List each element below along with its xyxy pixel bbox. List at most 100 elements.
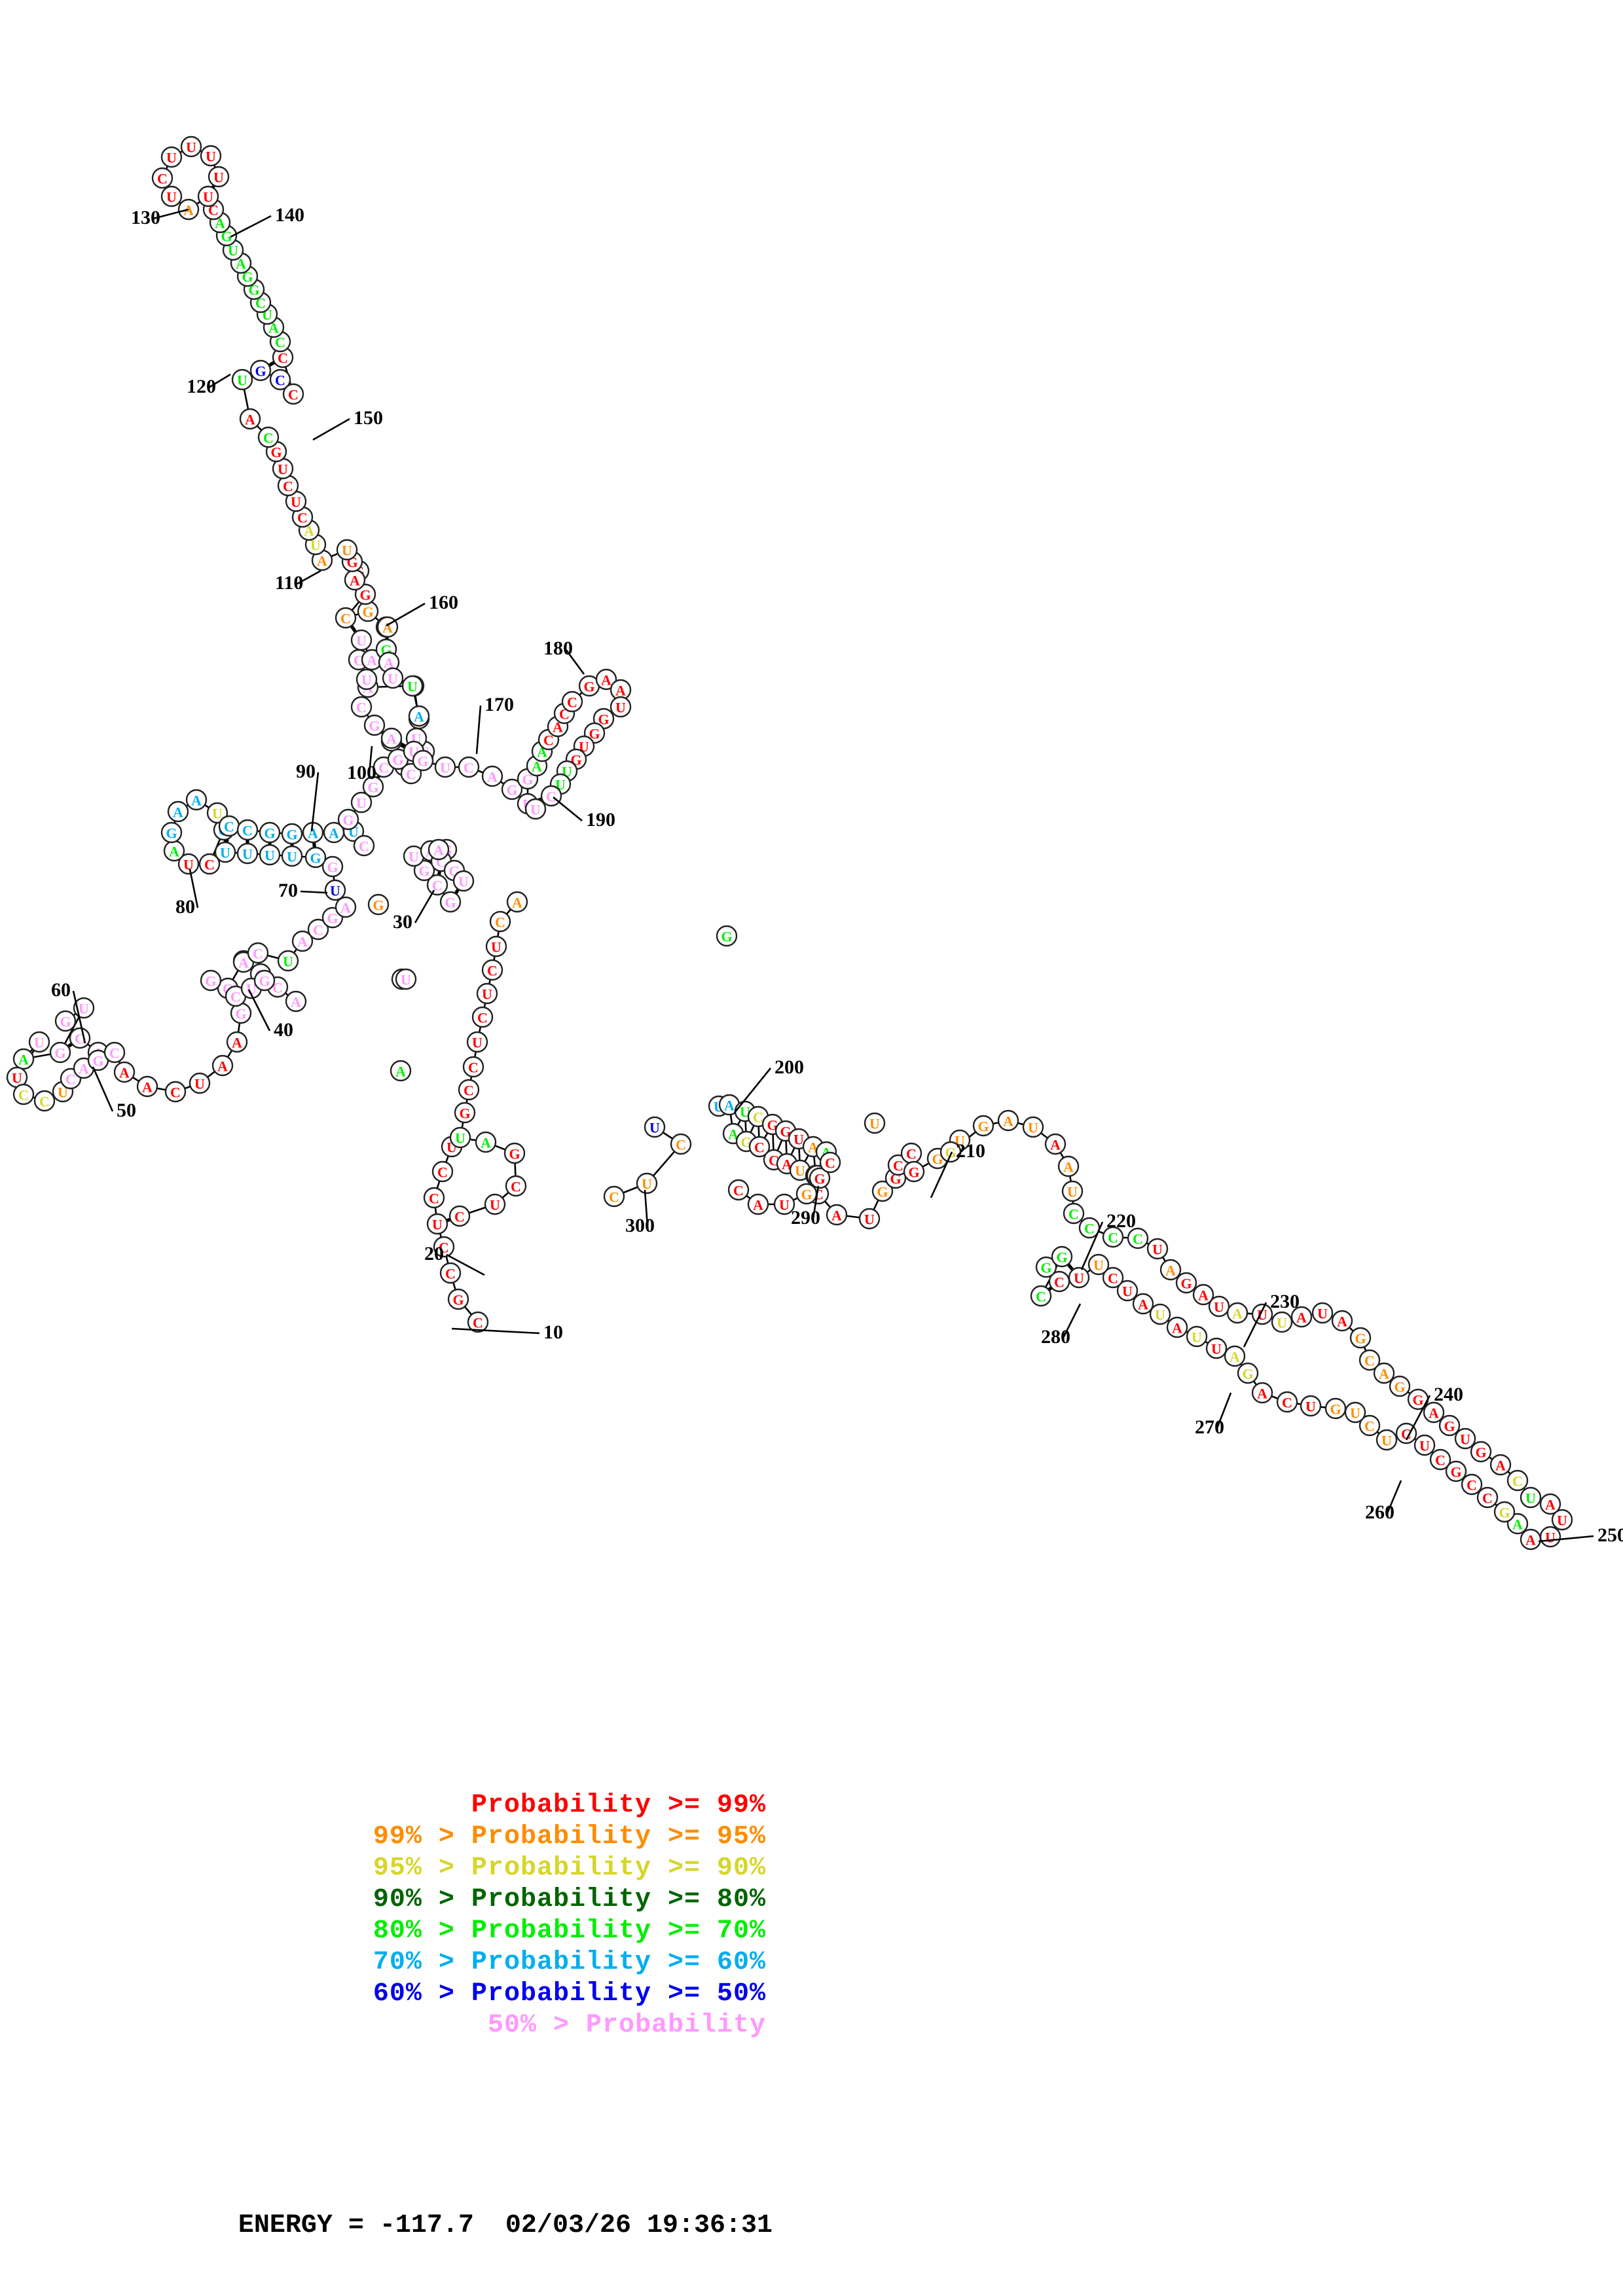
nucleotide-base-letter: A (615, 683, 626, 699)
nucleotide-base-letter: U (482, 986, 492, 1003)
index-leader-line (247, 989, 271, 1031)
nucleotide-circle (972, 1115, 994, 1137)
nucleotide-base-letter: U (1545, 1530, 1556, 1546)
nucleotide-base-letter: C (272, 980, 283, 996)
nucleotide-circle (304, 846, 327, 869)
nucleotide: G (1051, 1246, 1073, 1268)
nucleotide-circle (382, 667, 404, 689)
nucleotide-base-letter: G (373, 897, 384, 914)
nucleotide-base-letter: G (255, 363, 266, 380)
rna-structure-plot: CGCCUCCUCUCGAUGCCUCUCUCAUAGCGUAGCGUGACGU… (6, 135, 1623, 1551)
nucleotide-base-letter: A (386, 731, 397, 747)
nucleotide-circle (426, 1213, 448, 1235)
index-number-label: 140 (275, 204, 304, 226)
index-number-label: 20 (424, 1243, 444, 1265)
nucleotide: C (458, 756, 480, 778)
nucleotide-circle (1395, 1422, 1417, 1444)
nucleotide-base-letter: G (1450, 1464, 1461, 1480)
nucleotide-base-letter: A (1138, 1297, 1148, 1313)
nucleotide-circle (198, 853, 221, 875)
nucleotide-circle (748, 1136, 771, 1158)
nucleotide: U (382, 667, 404, 689)
nucleotide: G (200, 969, 222, 992)
nucleotide-circle (363, 714, 386, 736)
nucleotide: U (231, 368, 253, 391)
nucleotide-circle (1376, 1429, 1398, 1451)
nucleotide-base-letter: U (228, 243, 238, 259)
nucleotide: G (304, 846, 327, 869)
nucleotide-circle (28, 1031, 50, 1053)
nucleotide-circle (236, 842, 259, 865)
index-leader-line (297, 569, 321, 585)
nucleotide-circle (458, 1079, 480, 1101)
nucleotide-base-letter: C (454, 1209, 465, 1225)
nucleotide: A (185, 789, 208, 811)
nucleotide-circle (160, 185, 183, 207)
nucleotide-base-letter: G (166, 825, 177, 842)
index-number-label: 250 (1597, 1524, 1623, 1546)
nucleotide: U (200, 145, 222, 167)
nucleotide-base-letter: C (275, 334, 285, 351)
nucleotide-base-letter: G (1475, 1444, 1486, 1461)
nucleotide: A (380, 727, 403, 749)
nucleotide-base-letter: U (1192, 1329, 1202, 1346)
legend-row-below: 50% > Probability (487, 2011, 766, 2040)
nucleotide-base-letter: C (354, 653, 364, 669)
nucleotide-base-letter: G (367, 780, 378, 796)
nucleotide: C (900, 1142, 922, 1164)
nucleotide: A (1192, 1283, 1214, 1306)
nucleotide: G (54, 1010, 77, 1032)
nucleotide-circle (285, 990, 307, 1013)
nucleotide-base-letter: G (932, 1151, 943, 1168)
nucleotide-base-letter: C (278, 350, 288, 367)
index-leader-line (1405, 1395, 1431, 1441)
nucleotide: C (1030, 1285, 1052, 1307)
nucleotide: A (1290, 1306, 1313, 1328)
nucleotide-circle (727, 1179, 750, 1201)
nucleotide-base-letter: C (224, 819, 234, 835)
index-number-label: 180 (543, 637, 573, 659)
nucleotide: G (281, 823, 303, 845)
nucleotide-base-letter: G (1394, 1379, 1405, 1395)
nucleotide-circle (433, 1236, 455, 1258)
nucleotide-base-letter: G (908, 1164, 919, 1181)
nucleotide-circle (481, 959, 503, 981)
nucleotide-circle (239, 408, 261, 430)
nucleotide: G (259, 821, 281, 844)
nucleotide: A (167, 800, 189, 823)
nucleotide: U (610, 696, 632, 718)
nucleotide-circle (636, 1172, 658, 1194)
nucleotide-circle (447, 1288, 469, 1310)
nucleotide: U (636, 1172, 658, 1194)
nucleotide-base-letter: A (1257, 1386, 1267, 1402)
nucleotide-base-letter: G (270, 444, 282, 461)
nucleotide-circle (471, 1006, 494, 1028)
nucleotide-circle (670, 1133, 692, 1155)
nucleotide-circle (1290, 1306, 1313, 1328)
energy-and-timestamp: ENERGY = -117.7 02/03/26 19:36:31 (238, 2211, 773, 2240)
nucleotide: A (239, 408, 261, 430)
nucleotide-circle (236, 819, 259, 841)
nucleotide-circle (610, 696, 632, 718)
nucleotide-base-letter: G (1242, 1366, 1253, 1382)
nucleotide: U (1205, 1337, 1228, 1359)
nucleotide-circle (1051, 1246, 1073, 1268)
nucleotide-circle (439, 891, 462, 913)
index-number-label: 230 (1270, 1291, 1300, 1312)
nucleotide-base-letter: U (264, 848, 275, 864)
nucleotide-base-letter: U (361, 672, 372, 689)
nucleotide-base-letter: U (401, 972, 411, 988)
nucleotide-circle (353, 834, 375, 857)
nucleotide: G (160, 821, 183, 844)
nucleotide-base-letter: A (291, 994, 301, 1011)
nucleotide-base-letter: G (369, 718, 380, 734)
nucleotide: G (871, 1180, 894, 1202)
nucleotide: G (1349, 1327, 1372, 1349)
nucleotide-base-letter: G (1355, 1331, 1366, 1347)
nucleotide: C (257, 426, 280, 448)
nucleotide-circle (136, 1075, 158, 1098)
nucleotide-circle (1061, 1180, 1084, 1202)
nucleotide: G (439, 891, 462, 913)
nucleotide: U (524, 798, 547, 820)
nucleotide-base-letter: G (235, 1006, 246, 1022)
